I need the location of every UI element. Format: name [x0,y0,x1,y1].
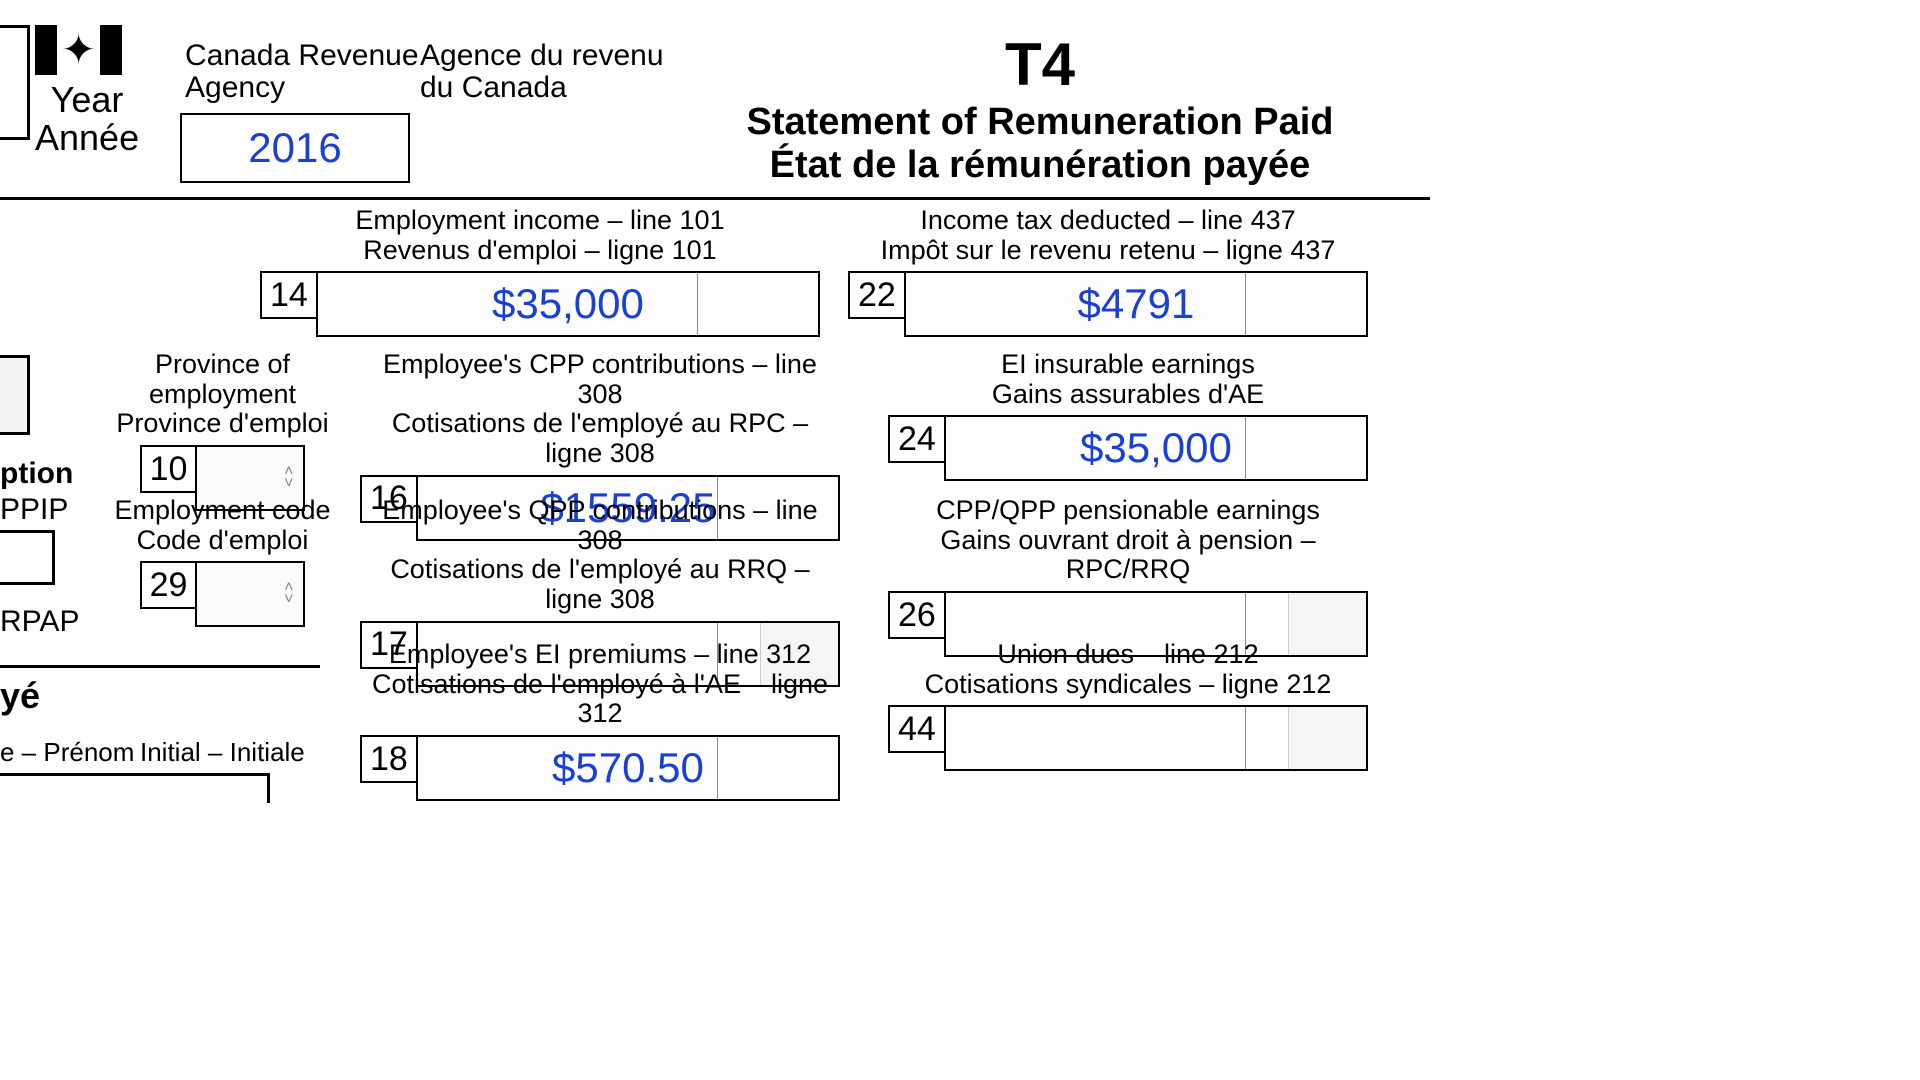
agency-name-en: Canada Revenue Agency [185,40,419,103]
box10-group: Province of employment Province d'emploi… [85,350,360,511]
box44-group: Union dues – line 212 Cotisations syndic… [888,640,1368,771]
box29-group: Employment code Code d'emploi 29 ˄˅ [105,496,340,627]
box14-value: $35,000 [492,280,644,328]
box22-label: Income tax deducted – line 437 Impôt sur… [848,206,1368,265]
box22-group: Income tax deducted – line 437 Impôt sur… [848,206,1368,337]
box29-label: Employment code Code d'emploi [105,496,340,555]
box22-number: 22 [848,271,906,319]
form-title-block: T4 Statement of Remuneration Paid État d… [690,30,1390,187]
box44-label: Union dues – line 212 Cotisations syndic… [888,640,1368,699]
box44-value-box [944,705,1368,771]
box14-value-box: $35,000 [316,271,820,337]
box26-label: CPP/QPP pensionable earnings Gains ouvra… [888,496,1368,585]
left-fragment-ye: yé [0,675,40,717]
left-fragment-ppip: PPIP [0,493,68,527]
box44-number: 44 [888,705,946,753]
left-fragment-ption: ption [0,457,73,491]
year-value-box: 2016 [180,113,410,183]
box10-label: Province of employment Province d'emploi [85,350,360,439]
box24-value-box: $35,000 [944,415,1368,481]
form-header: ✦ Year Année Canada Revenue Agency Agenc… [0,25,1430,200]
box16-label: Employee's CPP contributions – line 308 … [360,350,840,469]
box14-number: 14 [260,271,318,319]
left-cut-box-2 [0,355,30,435]
left-fragment-initial: Initial – Initiale [140,737,305,768]
year-label: Year Année [35,81,139,157]
left-fragment-prenom: e – Prénom [0,737,134,768]
statement-fr: État de la rémunération payée [690,144,1390,187]
box24-group: EI insurable earnings Gains assurables d… [888,350,1368,481]
box29-number: 29 [140,561,198,609]
box10-number: 10 [140,445,198,493]
year-block: ✦ Year Année [35,25,139,157]
box18-value-box: $570.50 [416,735,840,801]
box26-group: CPP/QPP pensionable earnings Gains ouvra… [888,496,1368,657]
box24-number: 24 [888,415,946,463]
box24-label: EI insurable earnings Gains assurables d… [888,350,1368,409]
box14-label: Employment income – line 101 Revenus d'e… [260,206,820,265]
left-divider [0,665,320,668]
box29-value-box[interactable]: ˄˅ [195,561,305,627]
box18-value: $570.50 [552,744,704,792]
year-label-en: Year [51,79,124,120]
form-code: T4 [690,30,1390,99]
left-cut-box-1 [0,25,30,140]
stepper-icon[interactable]: ˄˅ [284,466,293,490]
year-value: 2016 [248,124,341,172]
box18-group: Employee's EI premiums – line 312 Cotisa… [360,640,840,801]
year-label-fr: Année [35,117,139,158]
agency-name-fr: Agence du revenu du Canada [420,40,664,103]
box22-value-box: $4791 [904,271,1368,337]
box18-label: Employee's EI premiums – line 312 Cotisa… [360,640,840,729]
statement-en: Statement of Remuneration Paid [690,101,1390,144]
box24-value: $35,000 [1080,424,1232,472]
box17-label: Employee's QPP contributions – line 308 … [360,496,840,615]
canada-flag-icon: ✦ [35,25,139,75]
form-body: Employment income – line 101 Revenus d'e… [0,200,1430,208]
box22-value: $4791 [1078,280,1195,328]
box18-number: 18 [360,735,418,783]
t4-form: ✦ Year Année Canada Revenue Agency Agenc… [0,25,1430,805]
stepper-icon[interactable]: ˄˅ [284,582,293,606]
left-cut-box-3 [0,530,55,585]
left-fragment-rpap: RPAP [0,605,79,639]
left-cut-box-4 [0,773,270,803]
box14-group: Employment income – line 101 Revenus d'e… [260,206,820,337]
box26-number: 26 [888,591,946,639]
